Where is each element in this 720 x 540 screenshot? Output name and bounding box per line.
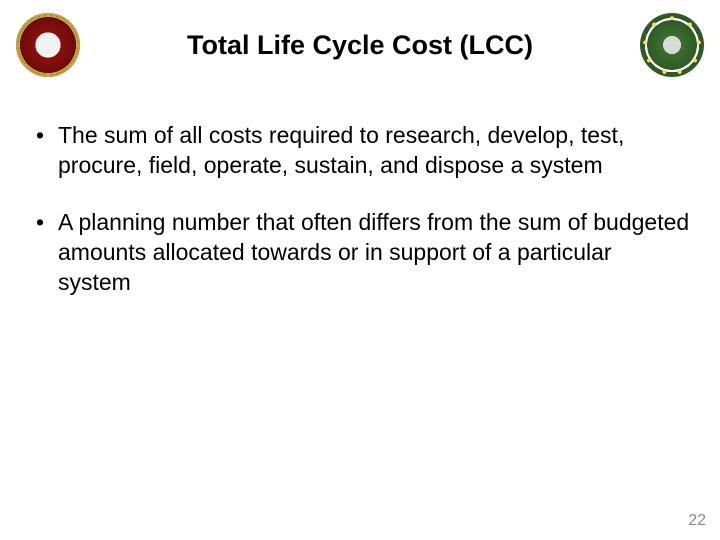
slide-title: Total Life Cycle Cost (LCC) (80, 30, 640, 61)
bullet-list: The sum of all costs required to researc… (30, 120, 690, 298)
slide-body: The sum of all costs required to researc… (0, 80, 720, 298)
slide-header: Total Life Cycle Cost (LCC) (0, 0, 720, 80)
army-seal-right-icon (640, 13, 704, 77)
page-number: 22 (688, 512, 706, 530)
bullet-item: A planning number that often differs fro… (30, 207, 690, 298)
bullet-item: The sum of all costs required to researc… (30, 120, 690, 181)
army-seal-left-icon (16, 13, 80, 77)
